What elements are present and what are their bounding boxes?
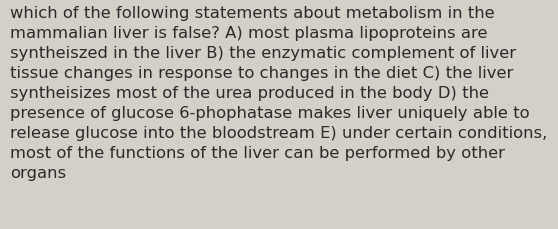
- Text: which of the following statements about metabolism in the
mammalian liver is fal: which of the following statements about …: [10, 6, 547, 180]
